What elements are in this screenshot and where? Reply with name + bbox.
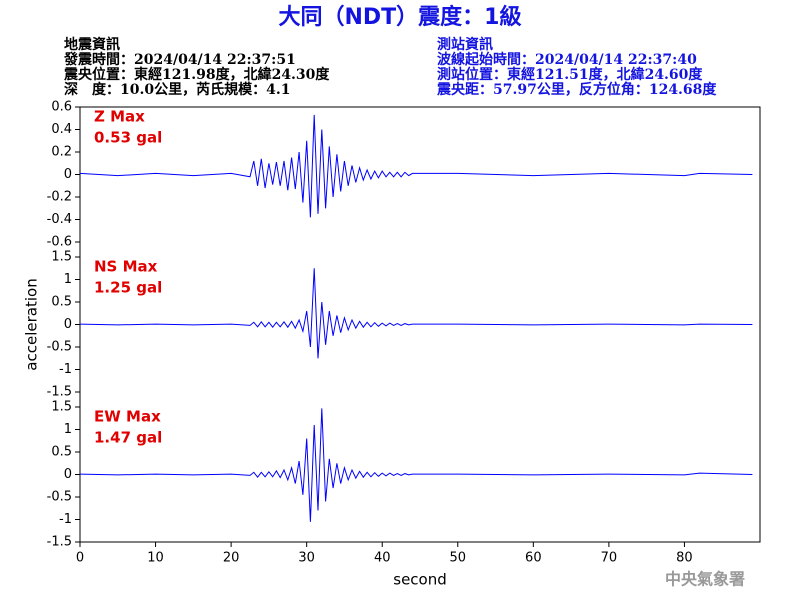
annotation: EW Max (94, 408, 161, 426)
y-tick-label: 0 (64, 467, 72, 482)
y-tick-label: -0.5 (47, 490, 72, 505)
annotation: 1.25 gal (94, 279, 162, 297)
x-tick-label: 70 (601, 551, 618, 566)
info-line: 地震資訊 (64, 36, 120, 53)
y-tick-label: 0 (64, 317, 72, 332)
y-tick-label: 0.4 (51, 122, 72, 137)
annotation: 1.47 gal (94, 429, 162, 447)
annotation: Z Max (94, 108, 145, 126)
y-tick-label: -1 (59, 512, 72, 527)
x-tick-label: 60 (525, 551, 542, 566)
y-tick-label: -1.5 (47, 535, 72, 550)
annotation: 0.53 gal (94, 129, 162, 147)
y-tick-label: -1.5 (47, 385, 72, 400)
waveform (79, 268, 753, 359)
y-tick-label: 1 (64, 422, 72, 437)
x-tick-label: 30 (298, 551, 315, 566)
y-axis-label: acceleration (23, 278, 41, 370)
y-tick-label: -0.5 (47, 340, 72, 355)
footer: 中央氣象署 (665, 570, 745, 589)
info-line: 波線起始時間：2024/04/14 22:37:40 (437, 51, 697, 68)
y-tick-label: 0.5 (51, 295, 72, 310)
y-tick-label: 1 (64, 272, 72, 287)
y-tick-label: 1.5 (51, 400, 72, 415)
x-tick-label: 20 (223, 551, 240, 566)
info-line: 震央位置：東經121.98度，北緯24.30度 (63, 66, 330, 83)
info-line: 震央距：57.97公里，反方位角：124.68度 (436, 81, 717, 98)
y-tick-label: -1 (59, 362, 72, 377)
y-tick-label: 1.5 (51, 250, 72, 265)
y-tick-label: -0.4 (47, 212, 72, 227)
y-tick-label: 0.6 (51, 100, 72, 115)
info-line: 測站資訊 (437, 36, 493, 53)
waveform (79, 114, 753, 218)
x-axis-label: second (393, 571, 447, 589)
waveform (79, 408, 753, 522)
y-tick-label: 0.5 (51, 445, 72, 460)
annotation: NS Max (94, 258, 158, 276)
info-line: 發震時間：2024/04/14 22:37:51 (63, 51, 296, 68)
x-tick-label: 10 (147, 551, 164, 566)
x-tick-label: 0 (76, 551, 84, 566)
chart-title: 大同（NDT）震度：1級 (279, 4, 522, 30)
info-line: 深 度：10.0公里，芮氏規模：4.1 (64, 81, 290, 98)
y-tick-label: 0.2 (51, 145, 72, 160)
x-tick-label: 40 (374, 551, 391, 566)
x-tick-label: 80 (676, 551, 693, 566)
x-tick-label: 50 (450, 551, 467, 566)
info-line: 測站位置：東經121.51度，北緯24.60度 (437, 66, 703, 83)
y-tick-label: -0.6 (47, 235, 72, 250)
y-tick-label: 0 (64, 167, 72, 182)
y-tick-label: -0.2 (47, 190, 72, 205)
